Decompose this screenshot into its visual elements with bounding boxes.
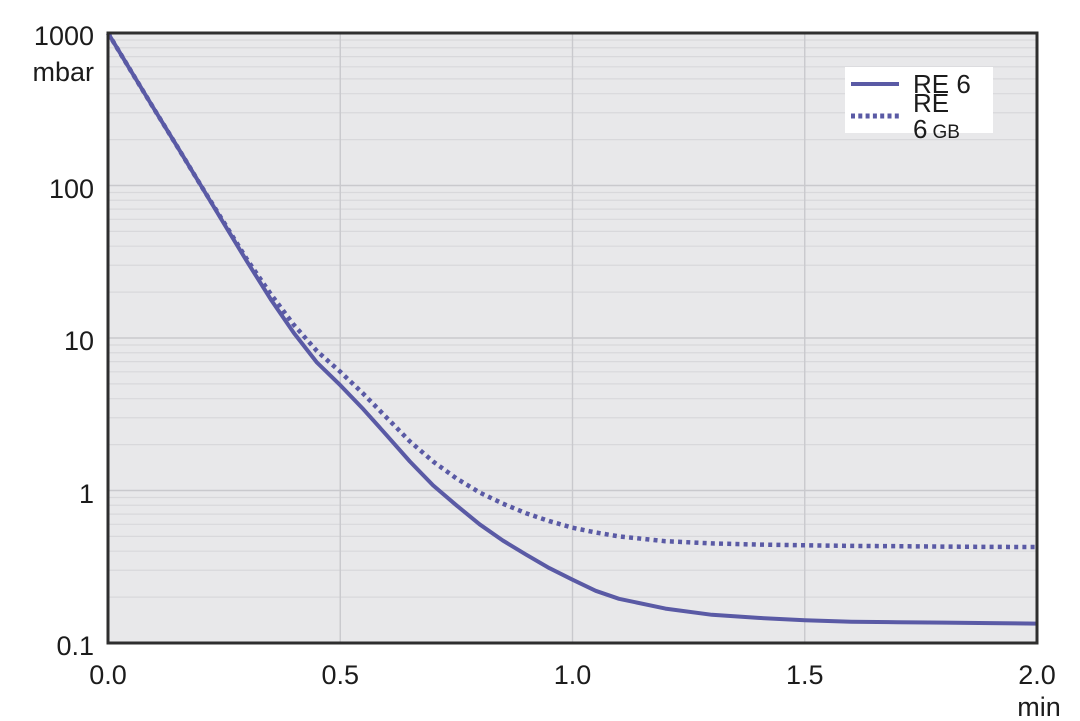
y-tick-label: 1 — [78, 478, 94, 509]
legend-label: RE 6 — [913, 69, 971, 99]
x-tick-label: 0.5 — [321, 660, 360, 690]
y-axis-unit-label: mbar — [32, 57, 94, 87]
plot-frame — [106, 31, 1039, 645]
curve-re-6-gb — [106, 31, 1038, 550]
x-axis-unit-label: min — [1017, 692, 1061, 721]
x-tick-label: 1.0 — [553, 660, 592, 690]
y-tick-label: 100 — [48, 173, 94, 204]
legend: RE 6 RE 6 GB — [845, 67, 993, 142]
legend-label: RE 6 GB — [913, 88, 960, 144]
legend-item-re6gb: RE 6 GB — [851, 90, 993, 142]
legend-solid-line-swatch — [851, 82, 899, 86]
legend-label-suffix: GB — [932, 122, 960, 143]
y-tick-label: 1000 — [33, 21, 94, 51]
y-tick-label: 10 — [63, 326, 94, 356]
x-tick-label: 2.0 — [1018, 660, 1056, 690]
y-tick-label: 0.1 — [56, 631, 94, 661]
legend-item-re6: RE 6 — [851, 69, 993, 99]
legend-dotted-line-swatch — [851, 113, 899, 119]
x-tick-label: 0.0 — [89, 660, 127, 690]
x-tick-label: 1.5 — [785, 660, 824, 690]
